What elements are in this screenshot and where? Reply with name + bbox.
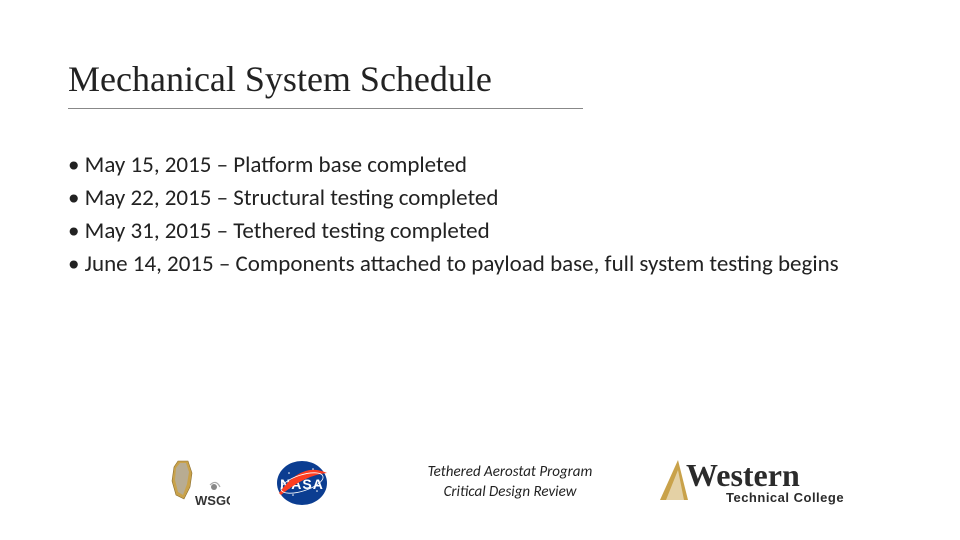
list-item: June 14, 2015 – Components attached to p… [68,249,888,280]
footer: WSGC NASA Tethered Aerostat Program Crit… [0,442,960,512]
footer-line1: Tethered Aerostat Program [390,463,630,483]
nasa-logo-icon: NASA [275,459,330,507]
list-item: May 22, 2015 – Structural testing comple… [68,183,888,214]
svg-text:Western: Western [686,457,800,493]
footer-program-text: Tethered Aerostat Program Critical Desig… [390,463,630,502]
list-item: May 31, 2015 – Tethered testing complete… [68,216,888,247]
slide-title: Mechanical System Schedule [68,58,583,109]
bullet-list: May 15, 2015 – Platform base completed M… [68,150,888,282]
wsgc-logo-icon: WSGC [160,457,230,512]
footer-line2: Critical Design Review [390,483,630,503]
list-item: May 15, 2015 – Platform base completed [68,150,888,181]
svg-text:WSGC: WSGC [195,493,230,508]
western-logo-icon: Western Technical College [660,452,870,512]
slide: Mechanical System Schedule May 15, 2015 … [0,0,960,540]
svg-text:Technical College: Technical College [726,490,844,505]
